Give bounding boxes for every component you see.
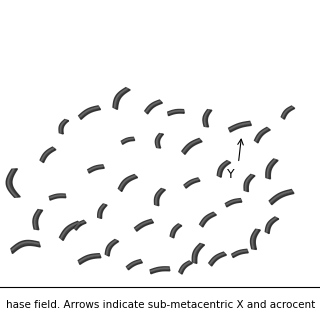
Polygon shape <box>265 217 279 234</box>
Polygon shape <box>113 88 130 109</box>
Polygon shape <box>255 128 268 141</box>
Polygon shape <box>180 261 190 273</box>
Polygon shape <box>118 175 138 191</box>
Polygon shape <box>201 213 214 225</box>
Polygon shape <box>232 249 248 258</box>
Polygon shape <box>11 242 39 251</box>
Text: hase field. Arrows indicate sub-metacentric X and acrocent: hase field. Arrows indicate sub-metacent… <box>6 300 316 310</box>
Polygon shape <box>106 240 116 255</box>
Polygon shape <box>244 174 255 192</box>
Polygon shape <box>11 240 40 253</box>
Polygon shape <box>79 255 100 262</box>
Polygon shape <box>245 175 252 191</box>
Polygon shape <box>168 110 184 114</box>
Polygon shape <box>74 220 86 230</box>
Polygon shape <box>232 250 247 256</box>
Polygon shape <box>156 189 163 205</box>
Polygon shape <box>229 123 251 130</box>
Polygon shape <box>225 199 242 207</box>
Polygon shape <box>8 169 17 197</box>
Polygon shape <box>155 133 164 148</box>
Polygon shape <box>270 191 292 203</box>
Polygon shape <box>119 175 136 190</box>
Polygon shape <box>218 161 228 176</box>
Polygon shape <box>49 194 66 200</box>
Polygon shape <box>150 268 169 271</box>
Polygon shape <box>126 260 142 270</box>
Polygon shape <box>122 138 134 142</box>
Polygon shape <box>60 120 67 133</box>
Polygon shape <box>121 137 135 144</box>
Polygon shape <box>226 200 241 205</box>
Polygon shape <box>210 253 225 264</box>
Polygon shape <box>266 218 276 232</box>
Polygon shape <box>266 159 278 179</box>
Polygon shape <box>145 100 162 114</box>
Polygon shape <box>184 178 200 188</box>
Polygon shape <box>41 148 54 161</box>
Polygon shape <box>99 204 105 218</box>
Polygon shape <box>150 267 170 274</box>
Polygon shape <box>88 166 103 171</box>
Polygon shape <box>267 159 276 178</box>
Polygon shape <box>98 204 107 219</box>
Polygon shape <box>88 165 104 173</box>
Polygon shape <box>251 229 260 249</box>
Polygon shape <box>34 210 40 229</box>
Polygon shape <box>60 222 79 239</box>
Polygon shape <box>59 119 69 134</box>
Polygon shape <box>40 147 56 163</box>
Polygon shape <box>203 110 212 127</box>
Polygon shape <box>79 106 100 119</box>
Polygon shape <box>269 189 294 205</box>
Polygon shape <box>75 221 85 229</box>
Polygon shape <box>170 224 182 238</box>
Polygon shape <box>204 110 209 126</box>
Text: Y: Y <box>227 168 234 181</box>
Polygon shape <box>105 239 119 256</box>
Polygon shape <box>183 140 200 153</box>
Polygon shape <box>282 107 293 118</box>
Polygon shape <box>6 169 20 197</box>
Polygon shape <box>146 101 161 112</box>
Polygon shape <box>156 134 161 148</box>
Polygon shape <box>182 139 202 154</box>
Polygon shape <box>252 229 258 249</box>
Polygon shape <box>254 127 270 143</box>
Polygon shape <box>194 244 202 263</box>
Polygon shape <box>179 261 192 274</box>
Polygon shape <box>168 109 184 116</box>
Polygon shape <box>192 244 204 263</box>
Polygon shape <box>114 88 128 108</box>
Polygon shape <box>50 195 65 198</box>
Polygon shape <box>171 224 180 237</box>
Polygon shape <box>155 188 165 206</box>
Polygon shape <box>217 161 231 177</box>
Polygon shape <box>127 260 141 268</box>
Polygon shape <box>135 220 152 229</box>
Polygon shape <box>185 179 199 186</box>
Polygon shape <box>209 252 226 266</box>
Polygon shape <box>281 106 295 119</box>
Polygon shape <box>78 254 101 264</box>
Polygon shape <box>60 221 81 240</box>
Polygon shape <box>79 107 99 117</box>
Polygon shape <box>200 212 216 227</box>
Polygon shape <box>33 210 43 230</box>
Polygon shape <box>229 121 251 132</box>
Polygon shape <box>135 219 153 231</box>
